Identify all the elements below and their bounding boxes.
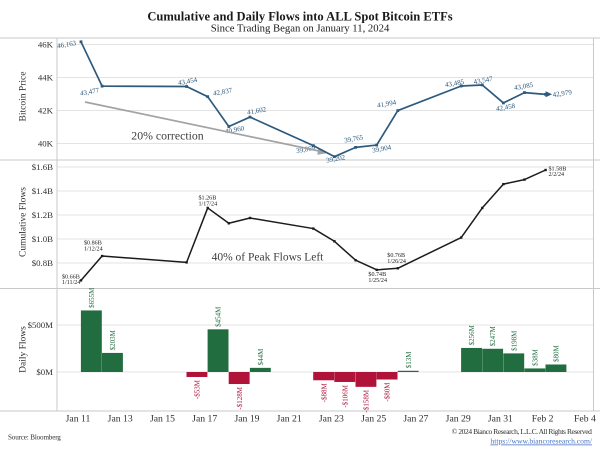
svg-text:1/17/24: 1/17/24 [199, 201, 218, 207]
svg-text:$13M: $13M [405, 351, 413, 369]
svg-text:2/2/24: 2/2/24 [549, 172, 565, 178]
svg-text:44K: 44K [38, 73, 54, 83]
svg-text:20% correction: 20% correction [131, 129, 203, 143]
svg-text:42,837: 42,837 [212, 86, 233, 97]
svg-text:Jan 11: Jan 11 [66, 414, 91, 425]
svg-text:41,994: 41,994 [376, 98, 397, 109]
svg-text:$0.66B: $0.66B [62, 273, 80, 280]
svg-text:42,979: 42,979 [552, 88, 573, 99]
svg-text:https://www.biancoresearch.com: https://www.biancoresearch.com/ [490, 437, 592, 446]
svg-text:39,869: 39,869 [295, 144, 316, 155]
svg-text:Source: Bloomberg: Source: Bloomberg [8, 434, 61, 442]
svg-text:39,202: 39,202 [325, 153, 346, 164]
svg-text:Daily Flows: Daily Flows [19, 326, 29, 373]
svg-text:$80M: $80M [553, 345, 561, 363]
svg-text:-$53M: -$53M [194, 379, 202, 399]
svg-text:$38M: $38M [532, 348, 540, 366]
svg-text:46K: 46K [38, 40, 54, 50]
svg-text:$203M: $203M [109, 329, 117, 350]
svg-text:Jan 21: Jan 21 [277, 414, 302, 425]
svg-text:41,602: 41,602 [246, 105, 267, 116]
svg-text:40K: 40K [38, 139, 54, 149]
svg-text:42,458: 42,458 [495, 102, 516, 113]
svg-text:$1.6B: $1.6B [32, 162, 53, 172]
svg-text:$1.4B: $1.4B [32, 186, 53, 196]
svg-text:1/11/24: 1/11/24 [62, 280, 80, 286]
svg-text:$247M: $247M [489, 325, 497, 346]
svg-text:Bitcoin Price: Bitcoin Price [19, 72, 29, 122]
svg-text:$500M: $500M [28, 320, 54, 330]
svg-text:39,904: 39,904 [371, 143, 392, 154]
svg-text:43,085: 43,085 [513, 81, 534, 92]
svg-text:$0.86B: $0.86B [84, 240, 102, 247]
svg-text:43,485: 43,485 [444, 78, 465, 89]
svg-text:39,765: 39,765 [343, 133, 364, 144]
svg-text:40,960: 40,960 [224, 124, 245, 135]
svg-text:Jan 23: Jan 23 [319, 414, 344, 425]
svg-text:© 2024 Bianco Research, L.L.C.: © 2024 Bianco Research, L.L.C. All Right… [452, 427, 593, 436]
svg-text:Jan 29: Jan 29 [446, 414, 471, 425]
svg-text:43,477: 43,477 [79, 86, 100, 97]
svg-text:-$128M: -$128M [236, 386, 244, 409]
svg-text:$1.2B: $1.2B [32, 210, 53, 220]
svg-text:-$80M: -$80M [384, 382, 392, 402]
svg-text:$655M: $655M [88, 287, 96, 308]
svg-text:1/25/24: 1/25/24 [368, 278, 387, 284]
svg-text:$0.76B: $0.76B [387, 252, 405, 259]
svg-text:Jan 17: Jan 17 [192, 414, 217, 425]
svg-text:40% of Peak Flows Left: 40% of Peak Flows Left [212, 252, 325, 264]
svg-text:Jan 25: Jan 25 [361, 414, 386, 425]
svg-text:-$158M: -$158M [363, 389, 371, 412]
svg-text:Jan 27: Jan 27 [403, 414, 428, 425]
svg-text:1/26/24: 1/26/24 [387, 259, 406, 265]
svg-text:1/12/24: 1/12/24 [84, 247, 103, 253]
svg-text:$198M: $198M [510, 330, 518, 351]
svg-text:43,454: 43,454 [177, 76, 198, 87]
svg-text:$1.0B: $1.0B [32, 234, 53, 244]
svg-text:$1.58B: $1.58B [549, 165, 567, 172]
svg-text:Jan 19: Jan 19 [234, 414, 259, 425]
svg-text:$0.74B: $0.74B [368, 271, 386, 278]
svg-text:-$88M: -$88M [320, 383, 328, 403]
svg-text:$454M: $454M [215, 306, 223, 327]
svg-text:$0.8B: $0.8B [32, 258, 53, 268]
svg-text:43,547: 43,547 [473, 75, 494, 86]
svg-text:42K: 42K [38, 106, 54, 116]
svg-text:$44M: $44M [257, 348, 265, 366]
svg-text:Jan 13: Jan 13 [108, 414, 133, 425]
svg-text:$1.26B: $1.26B [199, 195, 217, 202]
svg-text:-$106M: -$106M [341, 384, 349, 407]
svg-text:$0M: $0M [36, 367, 53, 377]
svg-text:Jan 15: Jan 15 [150, 414, 175, 425]
svg-text:Cumulative and Daily Flows int: Cumulative and Daily Flows into ALL Spot… [147, 10, 452, 24]
svg-text:Feb 2: Feb 2 [532, 414, 554, 425]
svg-text:46,163: 46,163 [57, 39, 78, 50]
svg-text:$256M: $256M [468, 324, 476, 345]
svg-text:Jan 31: Jan 31 [488, 414, 513, 425]
svg-text:Cumulative Flows: Cumulative Flows [19, 187, 29, 257]
svg-text:Since Trading Began on January: Since Trading Began on January 11, 2024 [211, 23, 390, 35]
svg-text:Feb 4: Feb 4 [574, 414, 596, 425]
